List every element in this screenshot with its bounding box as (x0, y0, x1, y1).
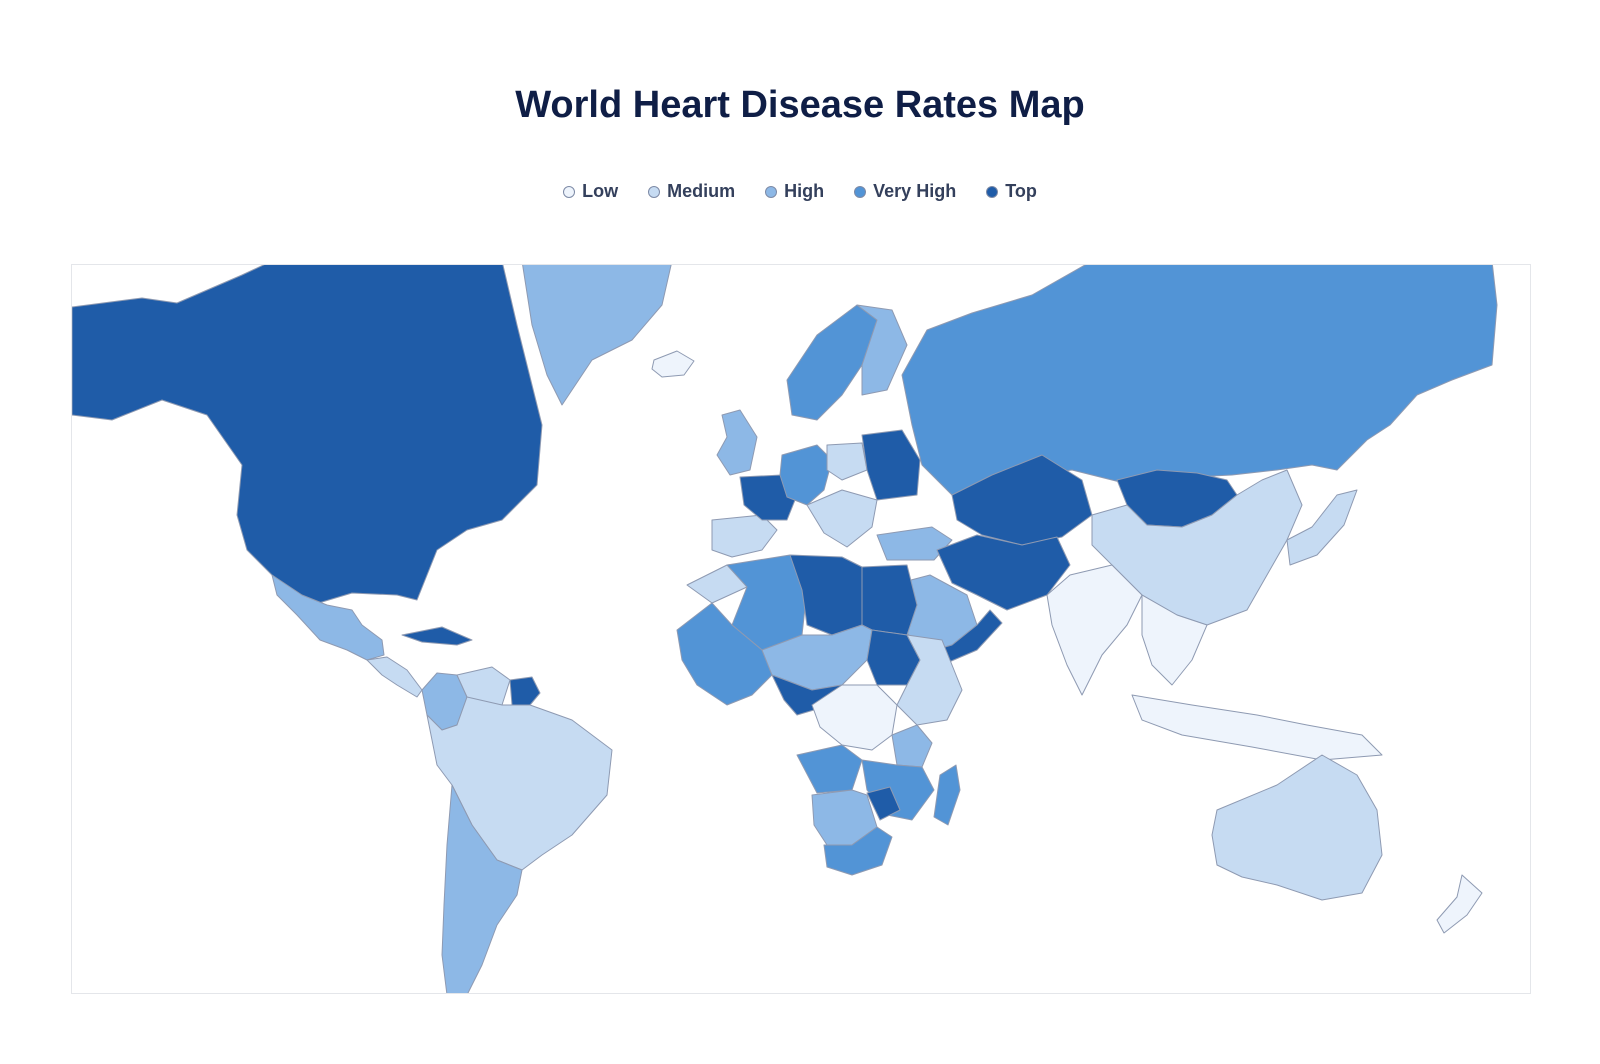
region-egypt[interactable] (861, 564, 918, 636)
region-central-europe[interactable] (779, 444, 833, 506)
legend-item-high[interactable]: High (765, 181, 824, 202)
legend-item-very-high[interactable]: Very High (854, 181, 956, 202)
legend-label-top: Top (1005, 181, 1037, 201)
region-mexico[interactable] (271, 574, 385, 661)
region-india[interactable] (1046, 564, 1143, 696)
region-uk-ireland[interactable] (716, 409, 758, 476)
map-frame (71, 264, 1531, 994)
region-southeast-asia[interactable] (1141, 594, 1208, 686)
region-central-america[interactable] (366, 656, 423, 698)
legend-swatch-medium (648, 185, 661, 198)
region-kazakhstan-central-asia[interactable] (951, 454, 1093, 546)
legend-swatch-low (563, 185, 576, 198)
region-tanzania[interactable] (891, 724, 933, 768)
region-finland[interactable] (856, 304, 908, 396)
region-ukraine-belarus[interactable] (861, 429, 921, 501)
region-south-africa[interactable] (823, 826, 893, 876)
legend-label-low: Low (582, 181, 619, 201)
region-west-africa[interactable] (676, 602, 773, 706)
legend-label-very-high: Very High (873, 181, 957, 201)
region-new-zealand[interactable] (1436, 874, 1483, 934)
region-iceland[interactable] (651, 350, 695, 378)
legend-item-medium[interactable]: Medium (648, 181, 735, 202)
region-north-america[interactable] (72, 265, 543, 606)
region-japan-korea[interactable] (1286, 489, 1358, 566)
legend-swatch-top (986, 185, 999, 198)
region-iberia[interactable] (711, 514, 778, 558)
region-zimbabwe[interactable] (866, 786, 901, 821)
region-indonesia[interactable] (1131, 694, 1383, 761)
map-title: World Heart Disease Rates Map (515, 84, 1085, 126)
region-iran-afghanistan[interactable] (936, 534, 1071, 611)
legend-item-low[interactable]: Low (563, 181, 618, 202)
region-ethiopia-east-africa[interactable] (896, 634, 963, 726)
legend-label-high: High (784, 181, 825, 201)
legend-item-top[interactable]: Top (986, 181, 1037, 202)
region-australia[interactable] (1211, 754, 1383, 901)
legend-swatch-very-high (854, 185, 867, 198)
legend-swatch-high (765, 185, 778, 198)
region-greenland[interactable] (522, 265, 672, 406)
region-russia[interactable] (901, 265, 1498, 496)
region-argentina-chile[interactable] (441, 784, 523, 993)
legend: Low Medium High Very High Top (0, 181, 1600, 202)
legend-label-medium: Medium (667, 181, 736, 201)
world-map (72, 265, 1498, 993)
region-guianas[interactable] (509, 676, 541, 706)
region-balkans[interactable] (806, 489, 878, 548)
region-angola[interactable] (796, 744, 863, 794)
region-poland[interactable] (826, 442, 868, 481)
region-madagascar[interactable] (933, 764, 961, 826)
region-caribbean[interactable] (401, 626, 473, 646)
